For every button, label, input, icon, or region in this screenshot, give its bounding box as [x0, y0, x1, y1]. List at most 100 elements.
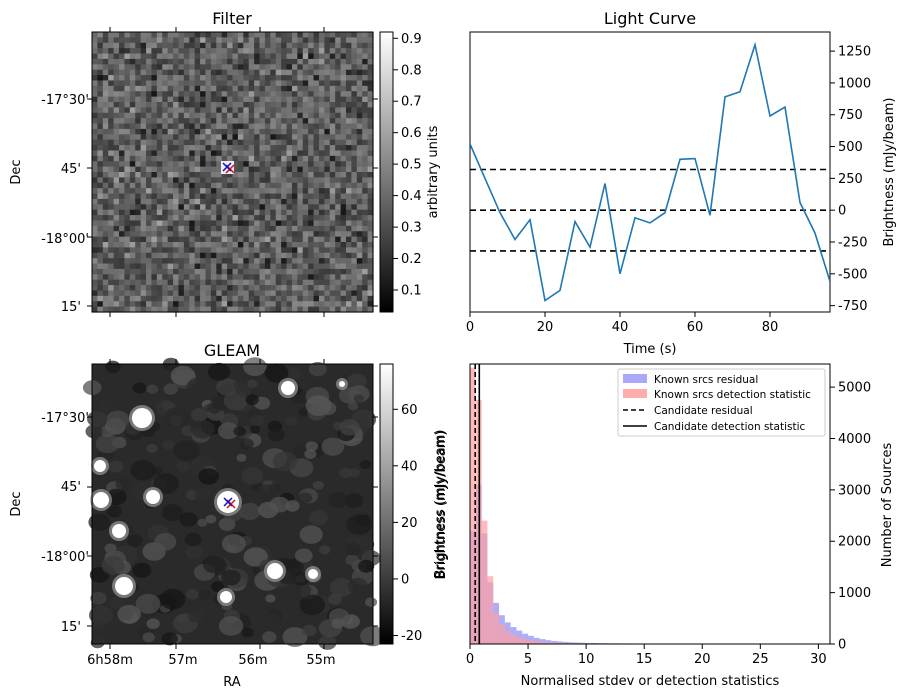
filter-pixel [318, 145, 325, 152]
legend-label: Candidate residual [654, 405, 753, 417]
filter-pixel [119, 225, 126, 232]
filter-pixel [129, 53, 136, 60]
filter-pixel [167, 80, 174, 87]
filter-pixel [178, 301, 185, 308]
filter-pixel [243, 242, 250, 248]
filter-pixel [227, 279, 234, 286]
filter-pixel [210, 69, 217, 76]
gleam-noise-blob [221, 569, 241, 586]
filter-pixel [302, 42, 309, 49]
filter-pixel [302, 198, 309, 205]
filter-pixel [124, 42, 131, 49]
filter-pixel [237, 42, 244, 49]
filter-pixel [248, 145, 255, 152]
filter-pixel [318, 166, 325, 173]
filter-pixel [119, 263, 126, 270]
filter-pixel [345, 188, 352, 195]
filter-pixel [173, 161, 180, 168]
filter-pixel [113, 285, 120, 292]
filter-pixel [108, 252, 115, 259]
filter-pixel [275, 268, 282, 275]
filter-pixel [329, 37, 336, 44]
filter-pixel [308, 188, 315, 195]
filter-pixel [124, 32, 131, 38]
filter-pixel [129, 290, 136, 297]
filter-pixel [329, 247, 336, 254]
filter-pixel [162, 150, 169, 157]
filter-pixel [351, 247, 358, 254]
filter-pixel [119, 258, 126, 265]
filter-pixel [200, 285, 207, 292]
filter-pixel [275, 285, 282, 292]
filter-pixel [248, 215, 255, 222]
filter-pixel [140, 215, 147, 222]
filter-pixel [318, 268, 325, 275]
filter-pixel [227, 285, 234, 292]
filter-pixel [205, 225, 212, 232]
filter-pixel [227, 37, 234, 44]
filter-pixel [270, 247, 277, 254]
filter-pixel [270, 198, 277, 205]
filter-pixel [97, 53, 104, 60]
gleam-noise-blob [132, 562, 152, 578]
filter-pixel [367, 198, 374, 205]
filter-pixel [243, 134, 250, 141]
filter-pixel [210, 279, 217, 286]
filter-pixel [194, 198, 201, 205]
filter-pixel [275, 258, 282, 265]
filter-pixel [227, 145, 234, 152]
filter-pixel [227, 193, 234, 200]
filter-pixel [270, 102, 277, 108]
filter-pixel [362, 295, 369, 302]
filter-pixel [340, 145, 347, 152]
filter-pixel [308, 91, 315, 98]
filter-pixel [227, 123, 234, 130]
filter-pixel [178, 80, 185, 87]
filter-pixel [356, 274, 363, 281]
filter-pixel [335, 285, 342, 292]
filter-pixel [286, 48, 293, 55]
filter-pixel [270, 258, 277, 265]
filter-pixel [102, 285, 109, 292]
filter-pixel [324, 123, 331, 130]
filter-pixel [345, 48, 352, 55]
filter-pixel [102, 161, 109, 168]
filter-pixel [227, 258, 234, 265]
filter-pixel [291, 155, 298, 162]
filter-pixel [167, 225, 174, 232]
gleam-image [82, 357, 386, 650]
filter-pixel [221, 290, 228, 297]
filter-pixel [286, 166, 293, 173]
filter-pixel [248, 204, 255, 211]
filter-pixel [97, 285, 104, 292]
filter-pixel [259, 268, 266, 275]
filter-pixel [335, 118, 342, 125]
x-tick-label: 25 [752, 652, 769, 667]
filter-pixel [254, 107, 261, 114]
filter-pixel [302, 155, 309, 162]
filter-pixel [129, 75, 136, 82]
filter-pixel [345, 177, 352, 184]
filter-pixel [194, 123, 201, 130]
filter-pixel [308, 215, 315, 222]
filter-pixel [297, 80, 304, 87]
filter-pixel [335, 48, 342, 55]
filter-pixel [356, 231, 363, 238]
filter-pixel [108, 155, 115, 162]
filter-pixel [140, 134, 147, 141]
filter-pixel [173, 139, 180, 146]
filter-pixel [194, 236, 201, 243]
filter-pixel [318, 209, 325, 216]
filter-pixel [92, 177, 98, 184]
filter-pixel [286, 118, 293, 125]
filter-pixel [351, 107, 358, 114]
filter-pixel [232, 285, 239, 292]
filter-pixel [156, 231, 163, 238]
filter-pixel [367, 37, 374, 44]
filter-pixel [243, 32, 250, 38]
filter-pixel [200, 209, 207, 216]
filter-pixel [162, 306, 169, 313]
filter-pixel [270, 118, 277, 125]
filter-pixel [318, 252, 325, 259]
filter-pixel [119, 96, 126, 103]
